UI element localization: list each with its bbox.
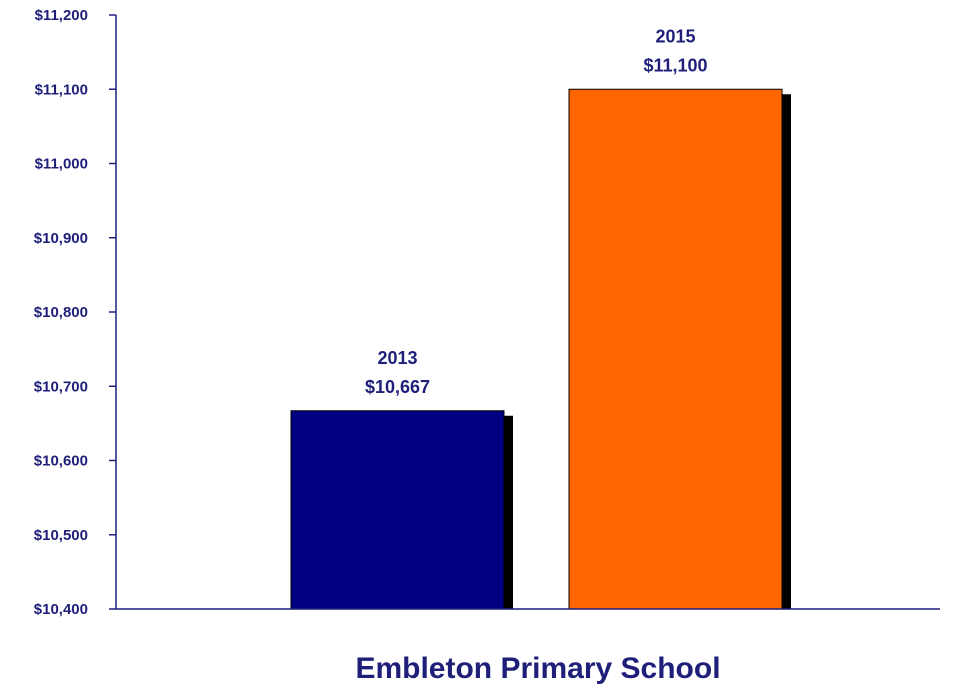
- y-tick-label: $11,200: [35, 7, 88, 24]
- x-category-label: Embleton Primary School: [355, 652, 720, 685]
- y-tick-label: $11,100: [35, 81, 88, 98]
- bars: [290, 88, 791, 610]
- bar-value-label: $10,667: [365, 377, 430, 397]
- bar-year-label: 2015: [655, 26, 695, 46]
- y-tick-label: $11,000: [35, 156, 88, 173]
- y-tick-label: $10,800: [34, 304, 88, 321]
- bar-value-label: $11,100: [643, 55, 707, 75]
- bar-2013: [290, 410, 505, 610]
- bar-year-label: 2013: [377, 348, 417, 368]
- y-tick-label: $10,600: [34, 453, 88, 470]
- y-tick-label: $10,400: [34, 601, 88, 618]
- y-tick-label: $10,500: [34, 527, 88, 544]
- y-axis: $10,400 $10,500 $10,600 $10,700 $10,800 $10,9…: [34, 7, 117, 618]
- data-labels: 2013 $10,667 2015 $11,100: [365, 26, 708, 397]
- y-tick-label: $10,900: [34, 230, 88, 247]
- bar-2015: [568, 88, 783, 610]
- y-tick-label: $10,700: [34, 378, 88, 395]
